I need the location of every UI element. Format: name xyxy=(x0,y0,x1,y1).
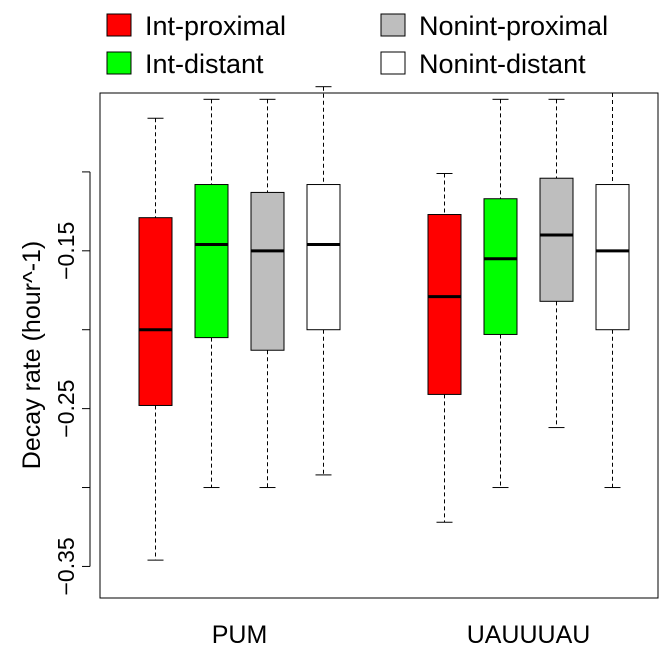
legend-swatch xyxy=(380,13,406,37)
legend: Int-proximal Int-distant Nonint-proximal No… xyxy=(106,11,608,79)
box-iqr xyxy=(483,198,518,335)
legend-item-nonint-distant: Nonint-distant xyxy=(380,49,586,79)
box-iqr xyxy=(539,177,574,302)
box-iqr xyxy=(427,214,462,395)
box-nonint-distant-uauuuau xyxy=(595,92,630,489)
box-nonint-distant-pum xyxy=(306,86,341,476)
legend-item-nonint-proximal: Nonint-proximal xyxy=(380,11,608,41)
x-group-label-uauuuau: UAUUUAU xyxy=(467,621,591,646)
legend-label: Int-distant xyxy=(145,49,264,79)
box-int-distant-pum xyxy=(194,98,229,489)
box-iqr xyxy=(306,184,341,331)
box-nonint-proximal-pum xyxy=(250,98,285,489)
legend-swatch xyxy=(106,13,132,37)
legend-swatch xyxy=(106,51,132,75)
box-iqr xyxy=(194,184,229,339)
y-axis-label: Decay rate (hour^-1) xyxy=(18,241,46,469)
box-iqr xyxy=(595,184,630,331)
legend-label: Int-proximal xyxy=(145,11,286,41)
legend-swatch xyxy=(380,51,406,75)
legend-label: Nonint-distant xyxy=(419,49,586,79)
legend-item-int-distant: Int-distant xyxy=(106,49,264,79)
box-int-proximal-pum xyxy=(138,117,173,561)
box-iqr xyxy=(250,191,285,351)
box-nonint-proximal-uauuuau xyxy=(539,98,574,429)
box-iqr xyxy=(138,217,173,406)
legend-label: Nonint-proximal xyxy=(419,11,608,41)
y-tick-label: −0.35 xyxy=(53,537,79,595)
x-axis: PUM UAUUUAU xyxy=(212,621,591,646)
plot-area xyxy=(99,86,659,599)
y-axis: −0.35 −0.25 −0.15 xyxy=(53,171,91,596)
x-group-label-pum: PUM xyxy=(212,621,268,646)
box-int-distant-uauuuau xyxy=(483,98,518,489)
plot-frame xyxy=(99,92,659,599)
y-tick-label: −0.15 xyxy=(53,222,79,280)
y-tick-label: −0.25 xyxy=(53,380,79,438)
legend-item-int-proximal: Int-proximal xyxy=(106,11,286,41)
box-int-proximal-uauuuau xyxy=(427,172,462,523)
